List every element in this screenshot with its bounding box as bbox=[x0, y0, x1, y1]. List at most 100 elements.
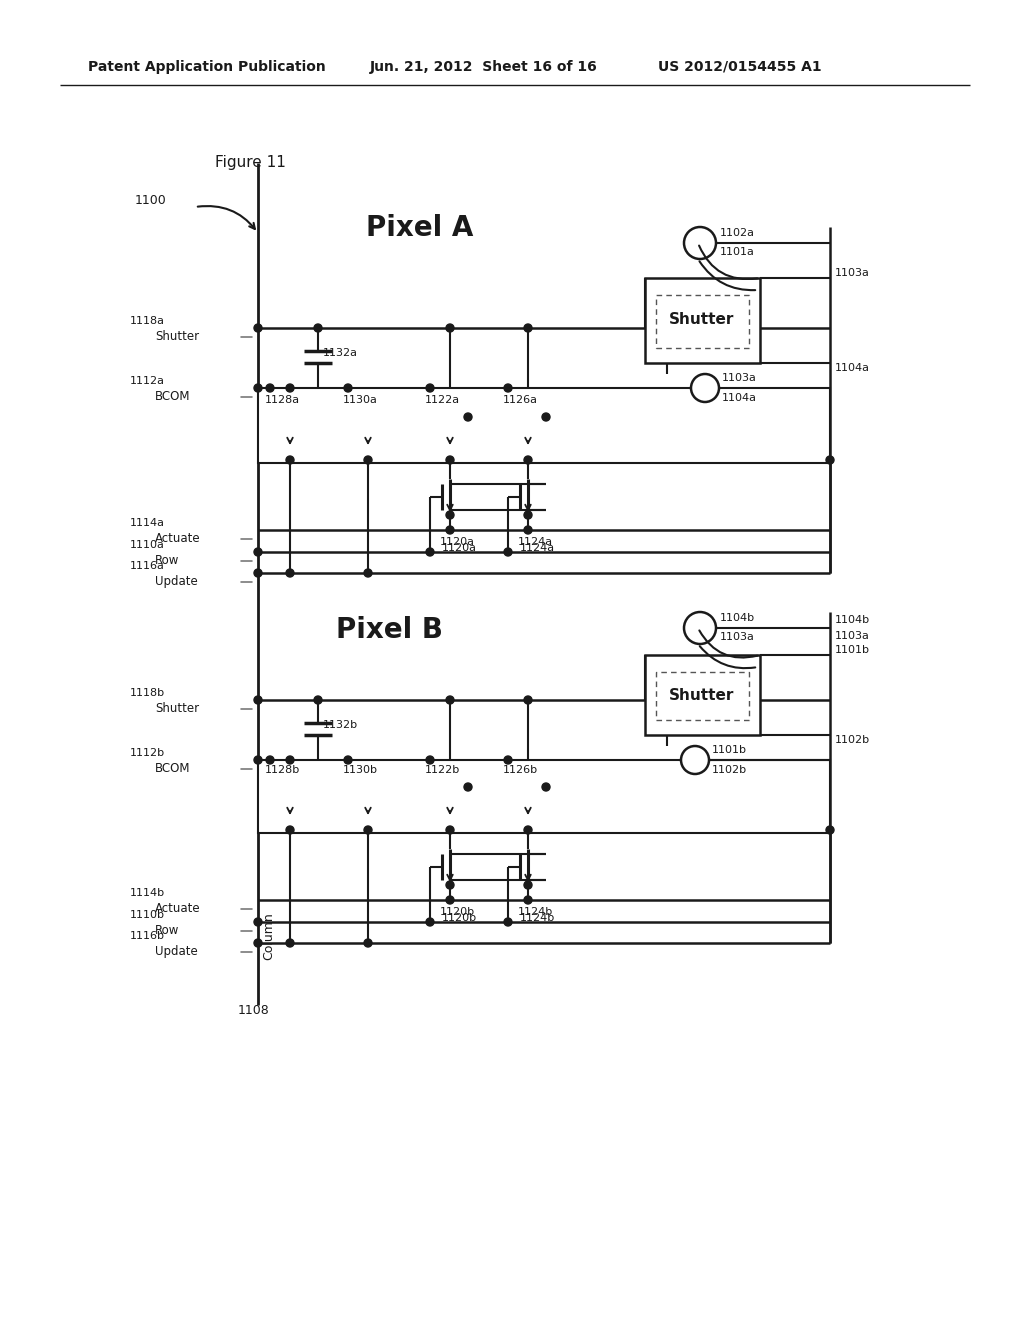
Circle shape bbox=[254, 384, 262, 392]
Text: 1118a: 1118a bbox=[130, 315, 165, 326]
Text: 1108: 1108 bbox=[238, 1003, 269, 1016]
Text: 1124b: 1124b bbox=[518, 907, 553, 917]
Circle shape bbox=[254, 569, 262, 577]
Text: 1101a: 1101a bbox=[720, 247, 755, 257]
Circle shape bbox=[254, 756, 262, 764]
Circle shape bbox=[524, 323, 532, 333]
Bar bbox=[645, 655, 760, 735]
Bar bbox=[656, 294, 749, 348]
Circle shape bbox=[266, 384, 274, 392]
Circle shape bbox=[286, 756, 294, 764]
Circle shape bbox=[254, 548, 262, 556]
Circle shape bbox=[344, 384, 352, 392]
Text: Actuate: Actuate bbox=[155, 532, 201, 545]
Text: Row: Row bbox=[155, 554, 179, 568]
Circle shape bbox=[524, 896, 532, 904]
Circle shape bbox=[426, 548, 434, 556]
Circle shape bbox=[684, 612, 716, 644]
Circle shape bbox=[524, 511, 532, 519]
Text: 1120a: 1120a bbox=[440, 537, 475, 546]
Circle shape bbox=[426, 384, 434, 392]
Text: 1104b: 1104b bbox=[720, 612, 755, 623]
Text: 1104a: 1104a bbox=[722, 393, 757, 403]
Text: Actuate: Actuate bbox=[155, 903, 201, 916]
Circle shape bbox=[542, 413, 550, 421]
Text: 1102a: 1102a bbox=[720, 228, 755, 238]
Text: BCOM: BCOM bbox=[155, 391, 190, 404]
Text: 1124a: 1124a bbox=[520, 543, 555, 553]
Bar bbox=[258, 388, 830, 463]
Circle shape bbox=[286, 384, 294, 392]
Text: Shutter: Shutter bbox=[155, 702, 199, 715]
Circle shape bbox=[826, 826, 834, 834]
Circle shape bbox=[286, 569, 294, 577]
Text: US 2012/0154455 A1: US 2012/0154455 A1 bbox=[658, 59, 821, 74]
Text: 1100: 1100 bbox=[135, 194, 167, 206]
Text: 1116a: 1116a bbox=[130, 561, 165, 572]
Text: 1103a: 1103a bbox=[722, 374, 757, 383]
Text: Figure 11: Figure 11 bbox=[215, 156, 286, 170]
Text: 1130a: 1130a bbox=[343, 395, 378, 405]
Text: 1128a: 1128a bbox=[265, 395, 300, 405]
Circle shape bbox=[314, 696, 322, 704]
Text: 1120a: 1120a bbox=[442, 543, 477, 553]
Circle shape bbox=[684, 227, 716, 259]
Circle shape bbox=[691, 374, 719, 403]
Text: 1120b: 1120b bbox=[442, 913, 477, 923]
Text: 1112a: 1112a bbox=[130, 376, 165, 385]
Bar bbox=[645, 279, 760, 363]
Circle shape bbox=[446, 323, 454, 333]
Text: 1112b: 1112b bbox=[130, 748, 165, 758]
Circle shape bbox=[542, 783, 550, 791]
Text: 1124b: 1124b bbox=[520, 913, 555, 923]
Circle shape bbox=[446, 455, 454, 465]
Text: BCOM: BCOM bbox=[155, 763, 190, 776]
Circle shape bbox=[254, 939, 262, 946]
Circle shape bbox=[426, 917, 434, 927]
Text: 1130b: 1130b bbox=[343, 766, 378, 775]
Circle shape bbox=[344, 756, 352, 764]
Text: 1102b: 1102b bbox=[712, 766, 748, 775]
Circle shape bbox=[364, 939, 372, 946]
Text: Jun. 21, 2012  Sheet 16 of 16: Jun. 21, 2012 Sheet 16 of 16 bbox=[370, 59, 598, 74]
Circle shape bbox=[464, 413, 472, 421]
Circle shape bbox=[364, 569, 372, 577]
Circle shape bbox=[446, 525, 454, 535]
Circle shape bbox=[364, 455, 372, 465]
Text: 1110a: 1110a bbox=[130, 540, 165, 550]
Text: Update: Update bbox=[155, 945, 198, 958]
Text: 1103a: 1103a bbox=[835, 268, 869, 279]
Text: 1120b: 1120b bbox=[440, 907, 475, 917]
Text: 1126b: 1126b bbox=[503, 766, 539, 775]
Circle shape bbox=[286, 939, 294, 946]
Text: 1101b: 1101b bbox=[835, 645, 870, 655]
Circle shape bbox=[364, 826, 372, 834]
Text: 1124a: 1124a bbox=[518, 537, 553, 546]
Text: 1122a: 1122a bbox=[425, 395, 460, 405]
Text: 1132b: 1132b bbox=[323, 719, 358, 730]
Text: Pixel B: Pixel B bbox=[337, 616, 443, 644]
Text: 1128b: 1128b bbox=[265, 766, 300, 775]
Text: 1118b: 1118b bbox=[130, 688, 165, 698]
Text: Row: Row bbox=[155, 924, 179, 937]
Circle shape bbox=[504, 548, 512, 556]
Circle shape bbox=[286, 455, 294, 465]
Text: Pixel A: Pixel A bbox=[367, 214, 474, 242]
Circle shape bbox=[426, 756, 434, 764]
Text: 1116b: 1116b bbox=[130, 931, 165, 941]
Circle shape bbox=[266, 756, 274, 764]
Circle shape bbox=[254, 696, 262, 704]
Text: 1103a: 1103a bbox=[720, 632, 755, 642]
Text: Patent Application Publication: Patent Application Publication bbox=[88, 59, 326, 74]
Circle shape bbox=[286, 826, 294, 834]
Circle shape bbox=[524, 455, 532, 465]
Text: 1114b: 1114b bbox=[130, 888, 165, 898]
Text: 1104a: 1104a bbox=[835, 363, 870, 374]
Text: Shutter: Shutter bbox=[155, 330, 199, 343]
Bar bbox=[656, 672, 749, 719]
Circle shape bbox=[524, 826, 532, 834]
Circle shape bbox=[446, 880, 454, 888]
Circle shape bbox=[446, 896, 454, 904]
Circle shape bbox=[446, 511, 454, 519]
Circle shape bbox=[314, 323, 322, 333]
